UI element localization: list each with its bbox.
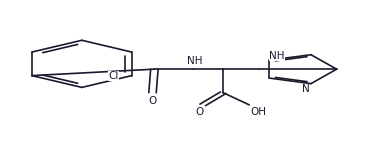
Text: NH: NH	[187, 56, 202, 66]
Text: N: N	[301, 84, 309, 94]
Text: O: O	[195, 107, 203, 117]
Text: NH: NH	[269, 51, 285, 61]
Text: Cl: Cl	[108, 71, 119, 81]
Text: O: O	[148, 96, 157, 106]
Text: OH: OH	[250, 107, 267, 117]
